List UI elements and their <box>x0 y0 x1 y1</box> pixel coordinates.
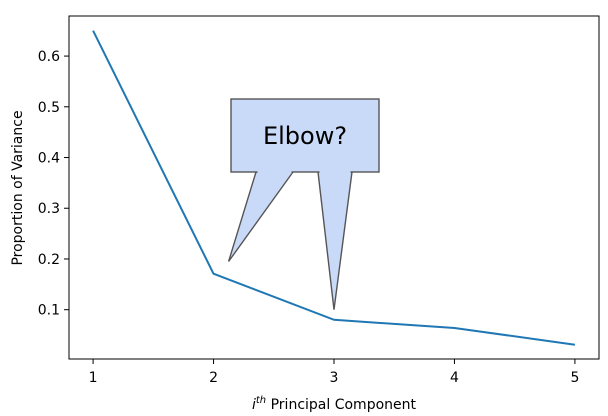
x-tick-label: 3 <box>330 370 339 386</box>
y-tick-label: 0.3 <box>38 201 60 217</box>
x-tick-label: 2 <box>209 370 218 386</box>
y-tick-label: 0.6 <box>38 49 60 65</box>
x-tick-label: 1 <box>89 370 98 386</box>
y-tick-label: 0.2 <box>38 252 60 268</box>
callout-seam <box>257 170 351 174</box>
x-tick-label: 5 <box>570 370 579 386</box>
x-axis-label-text: Principal Component <box>266 397 416 413</box>
y-axis-ticks: 0.1 0.2 0.3 0.4 0.5 0.6 <box>38 49 69 319</box>
y-tick-label: 0.4 <box>38 151 60 167</box>
y-axis-label: Proportion of Variance <box>10 110 26 265</box>
x-tick-label: 4 <box>450 370 459 386</box>
x-axis-ticks: 1 2 3 4 5 <box>89 359 579 386</box>
x-axis-label-superscript: th <box>256 395 266 406</box>
callout-box <box>230 98 380 173</box>
x-axis-label-base: i <box>252 397 256 413</box>
x-axis-label: ith Principal Component <box>252 395 417 413</box>
callout-text: Elbow? <box>263 122 347 150</box>
series-line <box>92 30 576 346</box>
y-tick-label: 0.5 <box>38 100 60 116</box>
y-tick-label: 0.1 <box>38 303 60 319</box>
